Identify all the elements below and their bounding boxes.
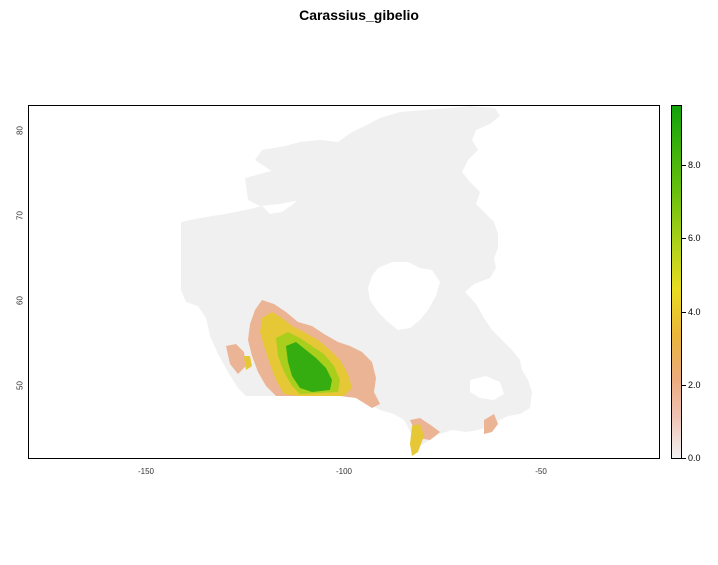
- legend-label-8: 8.0: [688, 160, 701, 170]
- x-tick-150: -150: [137, 467, 154, 476]
- y-tick-70: 70: [15, 211, 25, 220]
- y-tick-50: 50: [15, 381, 25, 390]
- x-tick-50: -50: [535, 467, 547, 476]
- suitability-mid-south: [410, 424, 424, 456]
- suitability-low-maritime: [484, 414, 498, 434]
- legend-tick-4: [682, 312, 686, 313]
- legend-label-4: 4.0: [688, 307, 701, 317]
- suitability-low-west: [226, 344, 246, 374]
- land-arctic-islands: [245, 144, 456, 206]
- legend-color-bar: [671, 105, 682, 459]
- hudson-bay: [368, 262, 440, 330]
- legend-label-2: 2.0: [688, 380, 701, 390]
- legend-label-6: 6.0: [688, 233, 701, 243]
- legend-tick-2: [682, 385, 686, 386]
- legend-tick-0: [682, 458, 686, 459]
- y-tick-60: 60: [15, 296, 25, 305]
- legend-label-0: 0.0: [688, 453, 701, 463]
- suitability-high: [286, 342, 332, 392]
- suitability-mid-west: [244, 356, 252, 370]
- legend-tick-8: [682, 165, 686, 166]
- map-title: Carassius_gibelio: [299, 7, 419, 23]
- gulf-water: [470, 376, 504, 400]
- y-tick-80: 80: [15, 126, 25, 135]
- x-tick-100: -100: [335, 467, 352, 476]
- legend-tick-6: [682, 238, 686, 239]
